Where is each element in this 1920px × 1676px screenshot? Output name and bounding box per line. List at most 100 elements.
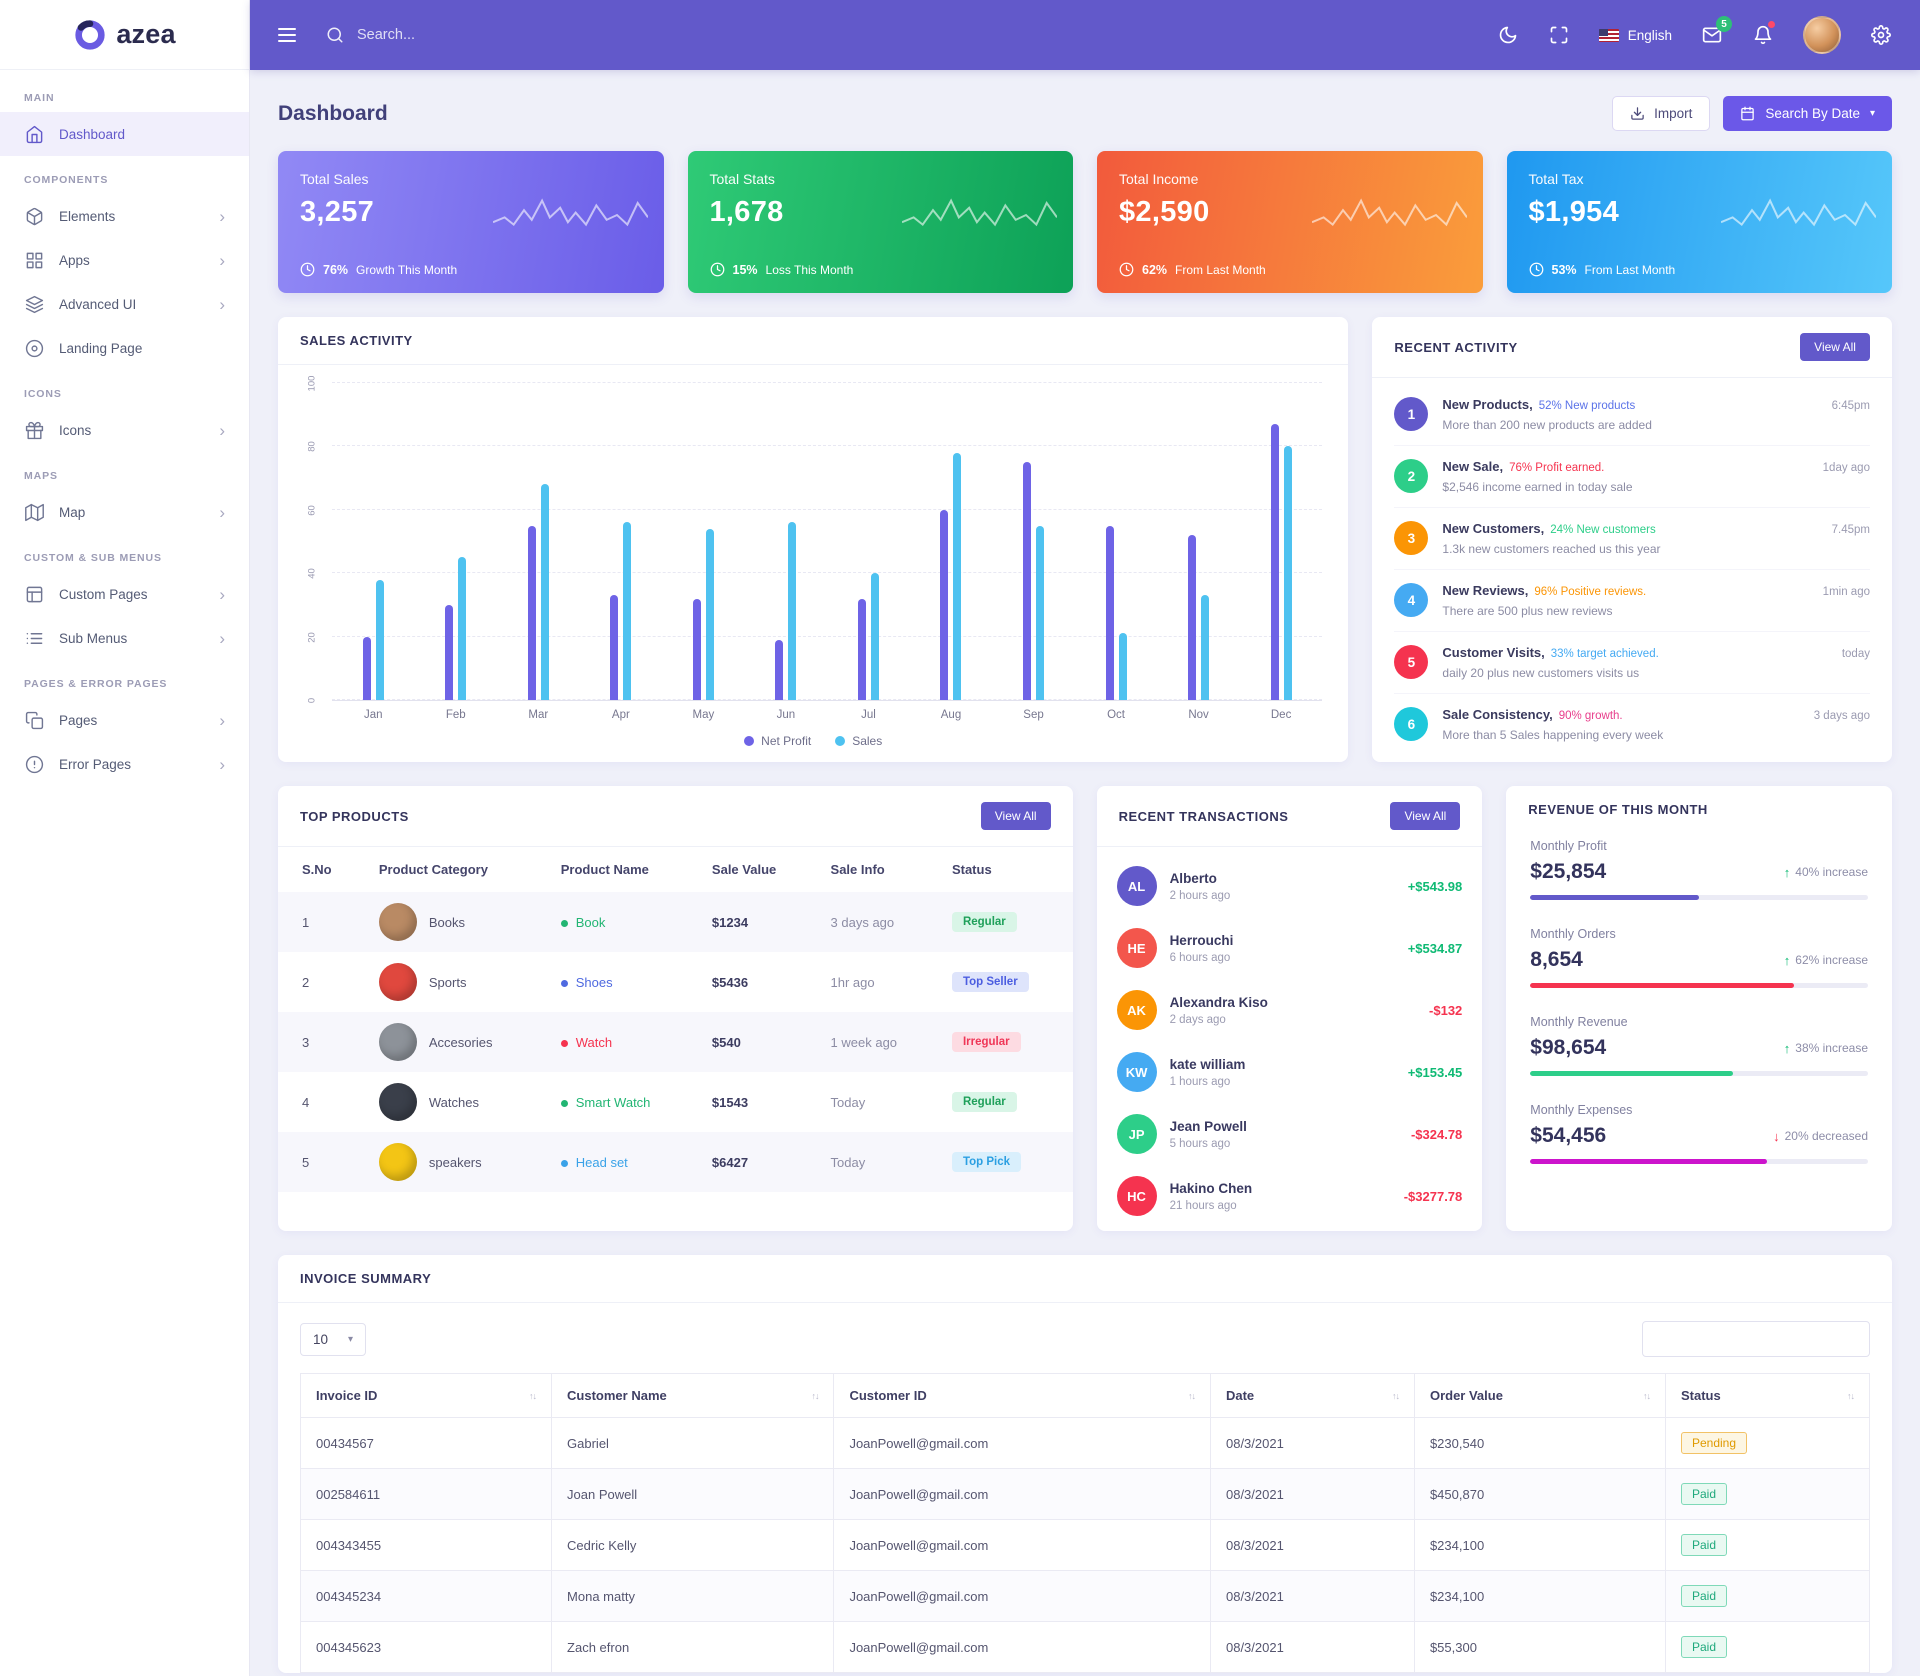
bar-net-profit bbox=[1023, 462, 1032, 700]
bar-group-may bbox=[662, 383, 745, 700]
fullscreen-icon[interactable] bbox=[1548, 24, 1570, 46]
custom-pages-icon bbox=[24, 584, 44, 604]
bar-net-profit bbox=[1270, 424, 1279, 700]
sidebar-item-map[interactable]: Map › bbox=[0, 490, 249, 534]
sortable-column-header[interactable]: Order Value ↑↓ bbox=[1413, 1373, 1666, 1418]
recent-transactions-title: RECENT TRANSACTIONS bbox=[1118, 808, 1289, 824]
error-pages-icon bbox=[24, 754, 44, 774]
sidebar-item-landing-page[interactable]: Landing Page bbox=[0, 326, 249, 370]
column-header: Product Name bbox=[560, 862, 649, 877]
recent-activity-card: RECENT ACTIVITY View All 1 New Products, 5… bbox=[1372, 317, 1892, 762]
bar-sales bbox=[953, 452, 962, 700]
sidebar-section-label: COMPONENTS bbox=[24, 174, 109, 186]
sidebar-item-sub-menus[interactable]: Sub Menus › bbox=[0, 616, 249, 660]
invoice-row: 004343455 Cedric Kelly JoanPowell@gmail.co… bbox=[299, 1519, 1871, 1571]
transaction-amount: +$543.98 bbox=[1407, 878, 1463, 894]
sidebar-item-custom-pages[interactable]: Custom Pages › bbox=[0, 572, 249, 616]
sidebar-item-error-pages[interactable]: Error Pages › bbox=[0, 742, 249, 786]
chevron-right-icon: › bbox=[219, 628, 225, 648]
sortable-column-header[interactable]: Customer Name ↑↓ bbox=[551, 1373, 835, 1418]
mail-icon[interactable]: 5 bbox=[1701, 16, 1732, 46]
invoice-table: Invoice ID ↑↓ Customer Name ↑↓ Customer ID ↑↓… bbox=[299, 1373, 1871, 1673]
sparkline-chart bbox=[902, 198, 1057, 227]
activity-item: 5 Customer Visits, 33% target achieved. tod… bbox=[1394, 632, 1870, 694]
transaction-amount: +$534.87 bbox=[1407, 940, 1463, 956]
menu-toggle-icon[interactable] bbox=[278, 28, 296, 42]
top-products-header-row: S.No Product Category Product Name Sale Val… bbox=[278, 847, 1073, 892]
product-row: 3 Accesories Watch $540 1 week ago Irregular bbox=[278, 1012, 1073, 1072]
activity-number-badge: 1 bbox=[1394, 397, 1429, 431]
user-avatar[interactable] bbox=[1803, 16, 1841, 54]
sidebar-item-pages[interactable]: Pages › bbox=[0, 698, 249, 742]
bar-group-jun bbox=[745, 383, 828, 700]
global-search-input[interactable] bbox=[357, 27, 1106, 43]
product-row: 4 Watches Smart Watch $1543 Today Regular bbox=[278, 1072, 1073, 1132]
bar-sales bbox=[623, 522, 632, 700]
invoice-row: 00434567 Gabriel JoanPowell@gmail.com 08/3/… bbox=[299, 1417, 1871, 1469]
sidebar-item-apps[interactable]: Apps › bbox=[0, 238, 249, 282]
invoice-header-row: Invoice ID ↑↓ Customer Name ↑↓ Customer ID ↑↓… bbox=[299, 1373, 1871, 1418]
download-icon bbox=[1631, 107, 1644, 120]
revenue-card: REVENUE OF THIS MONTH Monthly Profit $25,… bbox=[1506, 786, 1892, 1231]
revenue-item-monthly-orders: Monthly Orders 8,654 ↑ 62% increase bbox=[1530, 927, 1868, 988]
sales-activity-title: SALES ACTIVITY bbox=[300, 333, 413, 348]
activity-number-badge: 5 bbox=[1394, 645, 1429, 679]
bar-net-profit bbox=[445, 604, 454, 700]
search-by-date-button[interactable]: Search By Date ▾ bbox=[1723, 96, 1892, 131]
transaction-amount: -$132 bbox=[1429, 1002, 1463, 1018]
chevron-right-icon: › bbox=[219, 584, 225, 604]
status-badge: Paid bbox=[1680, 1483, 1728, 1505]
sortable-column-header[interactable]: Customer ID ↑↓ bbox=[833, 1373, 1211, 1418]
language-selector[interactable]: English bbox=[1598, 27, 1672, 43]
sidebar-item-dashboard[interactable]: Dashboard bbox=[0, 112, 249, 156]
sidebar-section-label: PAGES & ERROR PAGES bbox=[24, 678, 168, 690]
page-size-select[interactable]: 10 ▾ bbox=[300, 1322, 366, 1356]
top-products-view-all-button[interactable]: View All bbox=[980, 802, 1051, 830]
transactions-list: AL Alberto 2 hours ago +$543.98 HE Herrouchi 6… bbox=[1097, 847, 1483, 1231]
bar-sales bbox=[705, 528, 714, 700]
stat-cards-row: Total Sales 3,257 76% Growth This Month Tota… bbox=[278, 151, 1892, 293]
sortable-column-header[interactable]: Date ↑↓ bbox=[1209, 1373, 1415, 1418]
sortable-column-header[interactable]: Status ↑↓ bbox=[1664, 1373, 1871, 1418]
notifications-bell-icon[interactable] bbox=[1752, 21, 1775, 46]
bar-net-profit bbox=[940, 509, 949, 700]
sortable-column-header[interactable]: Invoice ID ↑↓ bbox=[299, 1373, 553, 1418]
brand-logo[interactable]: azea bbox=[0, 0, 249, 70]
activity-number-badge: 4 bbox=[1394, 583, 1429, 617]
status-badge: Top Seller bbox=[951, 972, 1029, 992]
invoice-search-input[interactable] bbox=[1642, 1321, 1870, 1357]
bar-sales bbox=[870, 573, 879, 700]
settings-gear-icon[interactable] bbox=[1870, 24, 1892, 46]
y-tick-label: 60 bbox=[306, 505, 318, 516]
status-badge: Pending bbox=[1680, 1432, 1748, 1454]
column-header: Sale Info bbox=[830, 862, 885, 877]
recent-transactions-view-all-button[interactable]: View All bbox=[1390, 802, 1461, 830]
language-label: English bbox=[1627, 27, 1672, 43]
activity-item: 4 New Reviews, 96% Positive reviews. 1min a… bbox=[1394, 570, 1870, 632]
arrow-down-icon: ↓ bbox=[1773, 1128, 1780, 1144]
transaction-item: KW kate william 1 hours ago +$153.45 bbox=[1116, 1041, 1462, 1103]
sidebar-section-label: CUSTOM & SUB MENUS bbox=[24, 552, 162, 564]
bar-sales bbox=[540, 484, 549, 700]
sidebar-item-icons[interactable]: Icons › bbox=[0, 408, 249, 452]
bar-net-profit bbox=[527, 525, 536, 700]
sales-activity-card: SALES ACTIVITY 0 20 40 60 80 100 Jan Feb Mar Apr… bbox=[278, 317, 1349, 762]
sort-icon: ↑↓ bbox=[1187, 1390, 1196, 1401]
import-button[interactable]: Import bbox=[1612, 96, 1711, 131]
sidebar-item-advanced-ui[interactable]: Advanced UI › bbox=[0, 282, 249, 326]
topbar: English 5 bbox=[250, 0, 1920, 70]
bar-group-jan bbox=[332, 383, 415, 700]
bar-group-apr bbox=[580, 383, 663, 700]
status-badge: Irregular bbox=[951, 1032, 1021, 1052]
dark-mode-moon-icon[interactable] bbox=[1497, 24, 1519, 46]
sidebar-item-elements[interactable]: Elements › bbox=[0, 194, 249, 238]
status-badge: Paid bbox=[1680, 1585, 1728, 1607]
top-products-card: TOP PRODUCTS View All S.No Product Catego… bbox=[278, 786, 1073, 1231]
sort-icon: ↑↓ bbox=[529, 1390, 537, 1401]
sidebar-section-label: ICONS bbox=[24, 388, 62, 400]
global-search bbox=[326, 26, 1106, 44]
map-icon bbox=[24, 502, 44, 522]
product-image bbox=[378, 963, 417, 1001]
transaction-item: JP Jean Powell 5 hours ago -$324.78 bbox=[1116, 1103, 1462, 1165]
recent-activity-view-all-button[interactable]: View All bbox=[1800, 333, 1870, 361]
